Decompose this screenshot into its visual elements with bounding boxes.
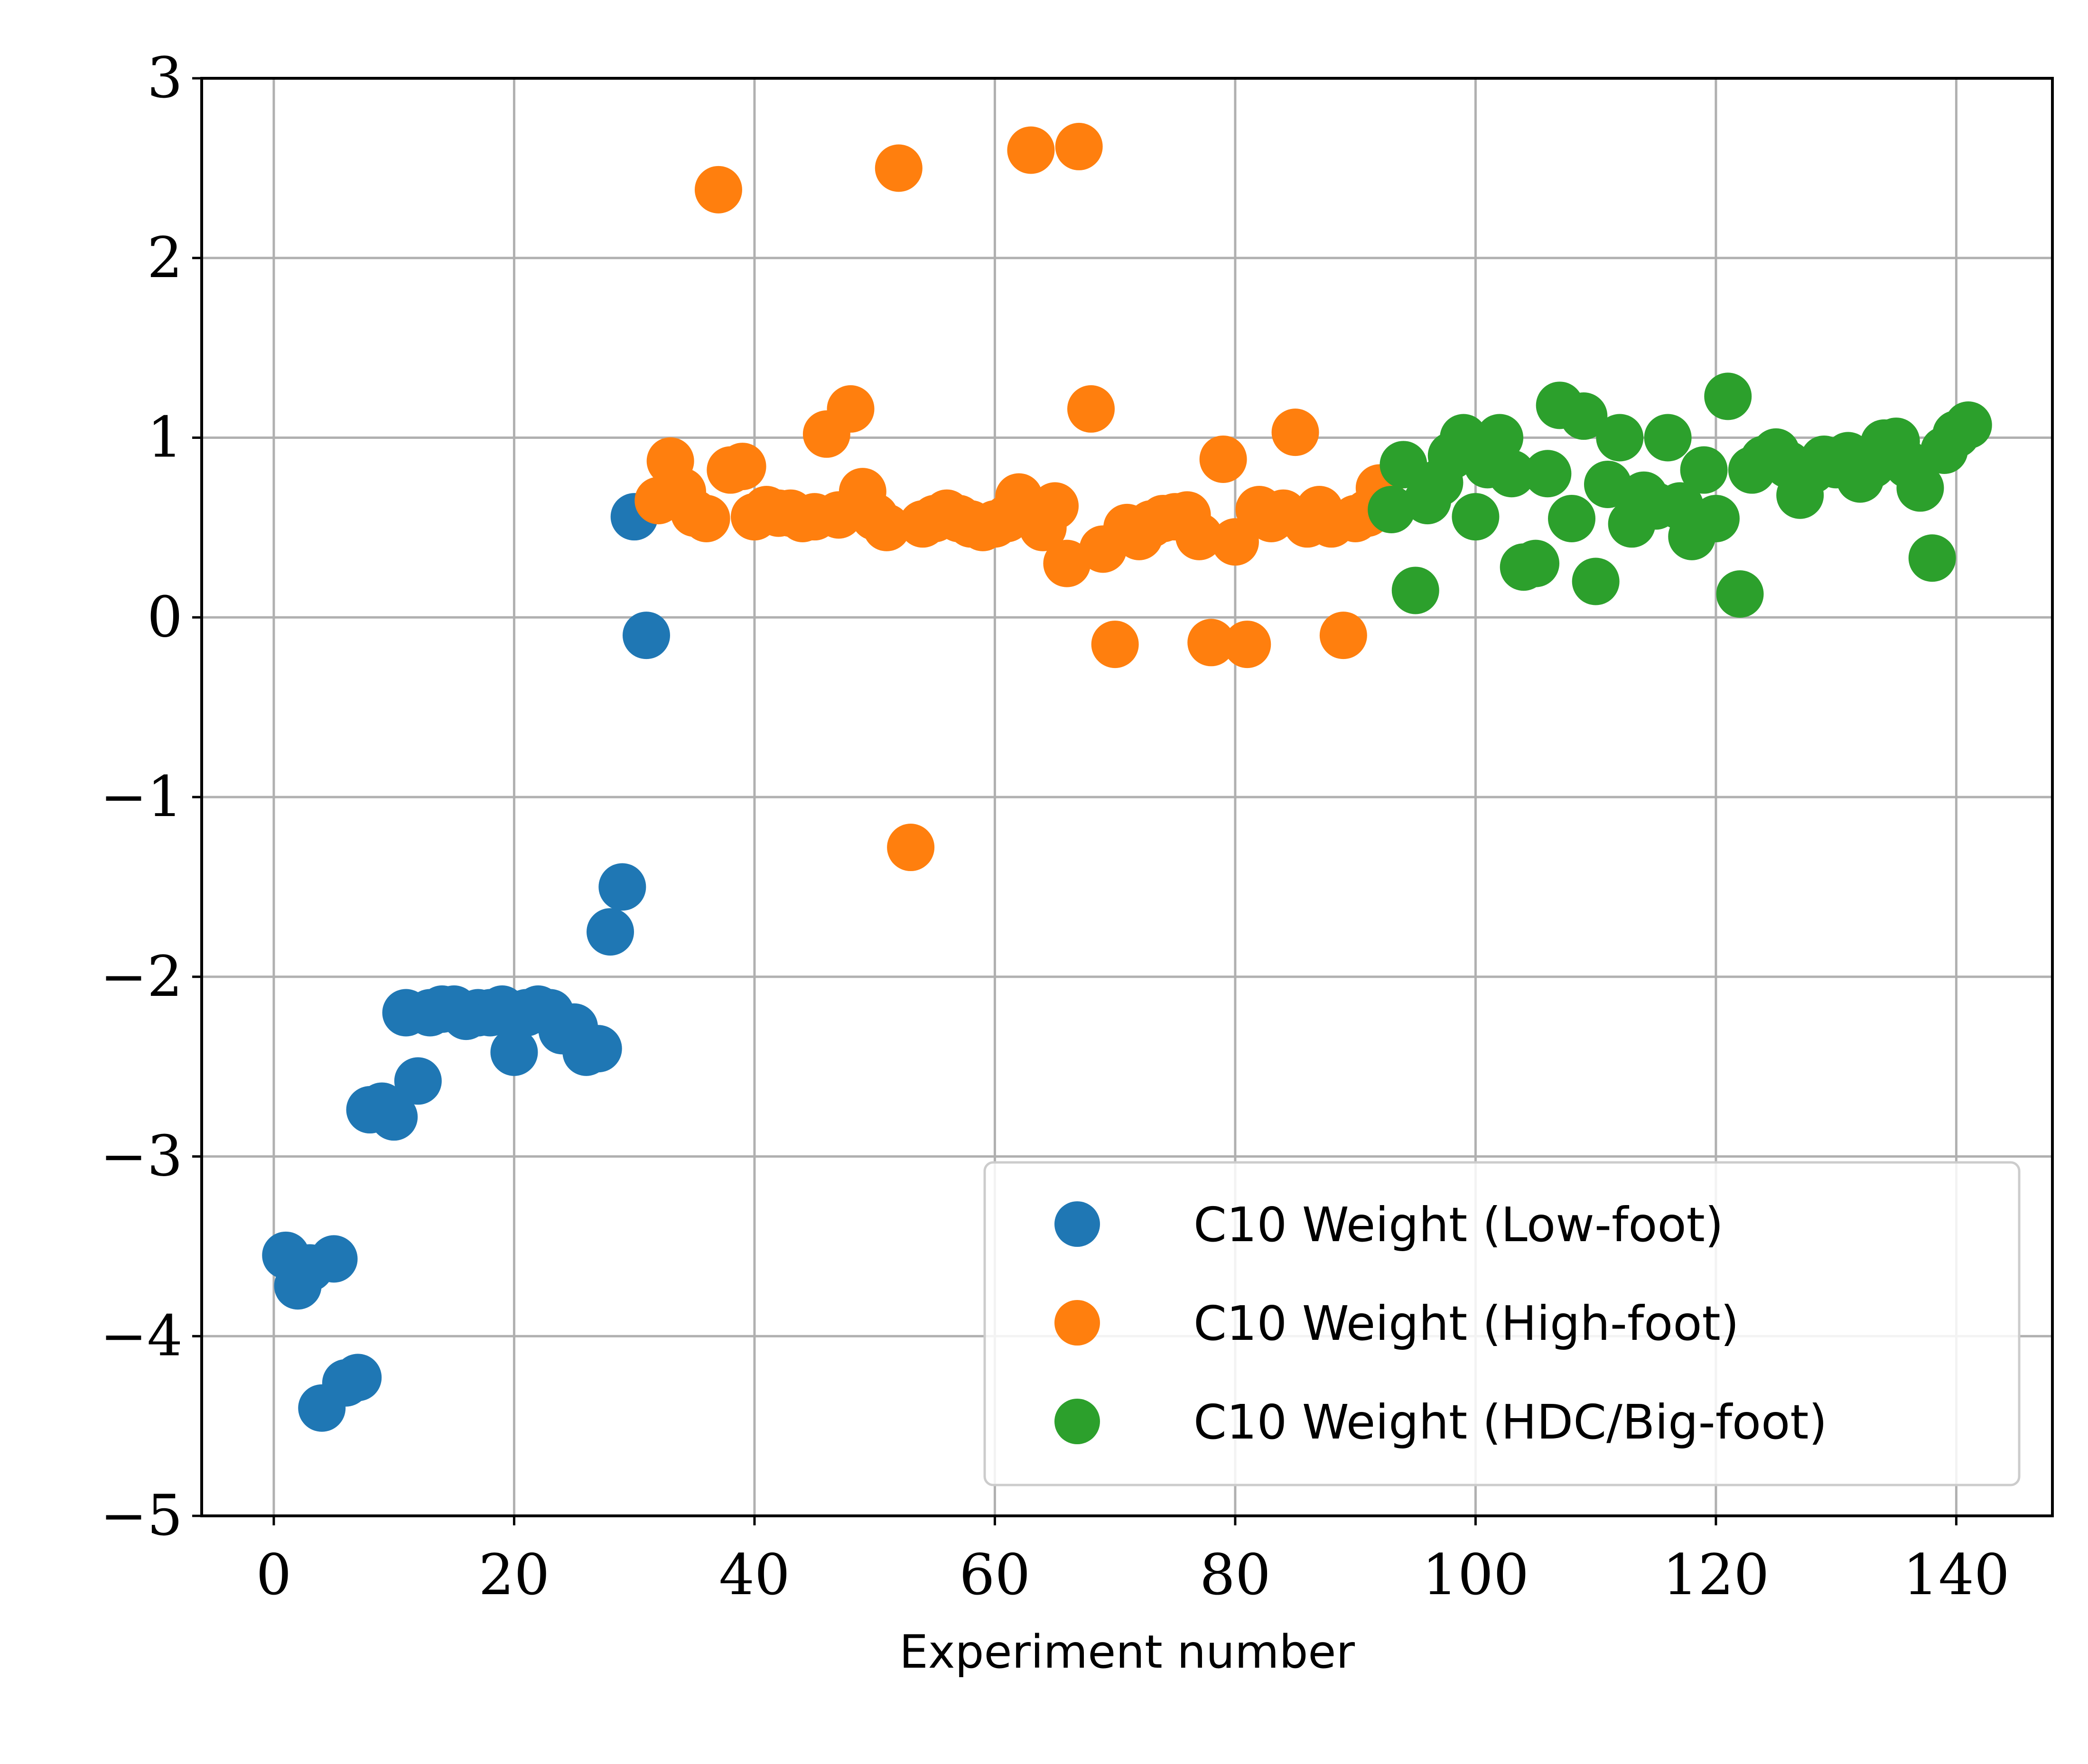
legend-marker [1054, 1300, 1100, 1346]
data-point [1043, 539, 1091, 587]
data-point [1548, 494, 1596, 542]
x-tick-label: 80 [1200, 1542, 1271, 1607]
data-point [1908, 534, 1956, 582]
y-tick-label: −4 [100, 1303, 183, 1368]
data-point [1524, 450, 1572, 498]
data-point [887, 824, 935, 872]
data-point [394, 1057, 442, 1105]
x-tick-label: 0 [256, 1542, 291, 1607]
axis-ticks [192, 77, 1958, 1525]
data-point [623, 612, 671, 659]
y-tick-label: 2 [147, 225, 183, 290]
data-point [1271, 409, 1319, 456]
data-point [598, 863, 646, 911]
y-tick-label: 0 [147, 584, 183, 650]
data-point [587, 908, 634, 956]
data-point [1007, 126, 1055, 174]
y-tick-label: 1 [147, 405, 183, 470]
data-point [370, 1093, 418, 1141]
data-point [334, 1354, 382, 1402]
x-tick-label: 120 [1662, 1542, 1769, 1607]
data-point [1223, 621, 1271, 668]
data-point [1368, 486, 1416, 533]
data-point [1680, 446, 1728, 494]
legend: C10 Weight (Low-foot) C10 Weight (High-fo… [983, 1161, 2021, 1486]
data-point [827, 385, 875, 433]
legend-label: C10 Weight (High-foot) [1193, 1296, 1739, 1351]
data-point [1199, 435, 1247, 483]
data-point [1476, 414, 1524, 462]
data-point [1452, 493, 1500, 541]
data-point [863, 503, 911, 551]
data-point [1187, 619, 1235, 667]
data-point [1319, 612, 1367, 659]
legend-box [983, 1161, 2021, 1486]
x-axis-title: Experiment number [899, 1625, 1355, 1679]
data-point [1716, 570, 1764, 618]
x-tick-label: 20 [478, 1542, 550, 1607]
data-point [875, 144, 923, 192]
data-point [1055, 122, 1103, 170]
legend-entries: C10 Weight (Low-foot) C10 Weight (High-fo… [1054, 1197, 1827, 1450]
data-point [1091, 621, 1139, 668]
legend-label: C10 Weight (HDC/Big-foot) [1193, 1394, 1827, 1450]
x-tick-label: 40 [719, 1542, 790, 1607]
data-point [1596, 414, 1644, 462]
data-point [1380, 441, 1427, 489]
data-point [1560, 392, 1608, 440]
data-point [1896, 464, 1944, 512]
y-tick-label: −3 [100, 1123, 183, 1189]
legend-marker [1054, 1399, 1100, 1444]
data-point [1944, 401, 1992, 449]
data-point [490, 1028, 538, 1076]
data-point [1704, 372, 1752, 420]
data-point [1031, 482, 1079, 530]
data-point [1175, 512, 1223, 560]
data-point [310, 1235, 358, 1283]
data-point [682, 494, 730, 542]
data-point [574, 1025, 622, 1073]
data-point [1512, 539, 1560, 587]
data-point [1572, 557, 1620, 605]
data-point [718, 443, 766, 491]
data-point [1211, 518, 1259, 566]
legend-marker [1054, 1201, 1100, 1247]
y-tick-label: −2 [100, 944, 183, 1009]
data-point [1584, 460, 1631, 508]
data-point [1644, 414, 1692, 462]
x-tick-label: 100 [1422, 1542, 1529, 1607]
data-point [694, 166, 742, 214]
x-tick-label: 60 [959, 1542, 1030, 1607]
data-point [1067, 385, 1115, 433]
legend-label: C10 Weight (Low-foot) [1193, 1197, 1724, 1253]
tick-labels: 0 20 40 60 80 100 120 140 −5 −4 −3 −2 −1 0 1 2 3 [100, 45, 2010, 1607]
data-point [1488, 450, 1536, 498]
y-tick-label: −5 [100, 1483, 183, 1548]
x-tick-label: 140 [1903, 1542, 2010, 1607]
data-point [1391, 566, 1439, 614]
data-points [262, 122, 1992, 1432]
y-tick-label: 3 [147, 45, 183, 111]
y-tick-label: −1 [100, 764, 183, 829]
data-point [1692, 494, 1740, 542]
